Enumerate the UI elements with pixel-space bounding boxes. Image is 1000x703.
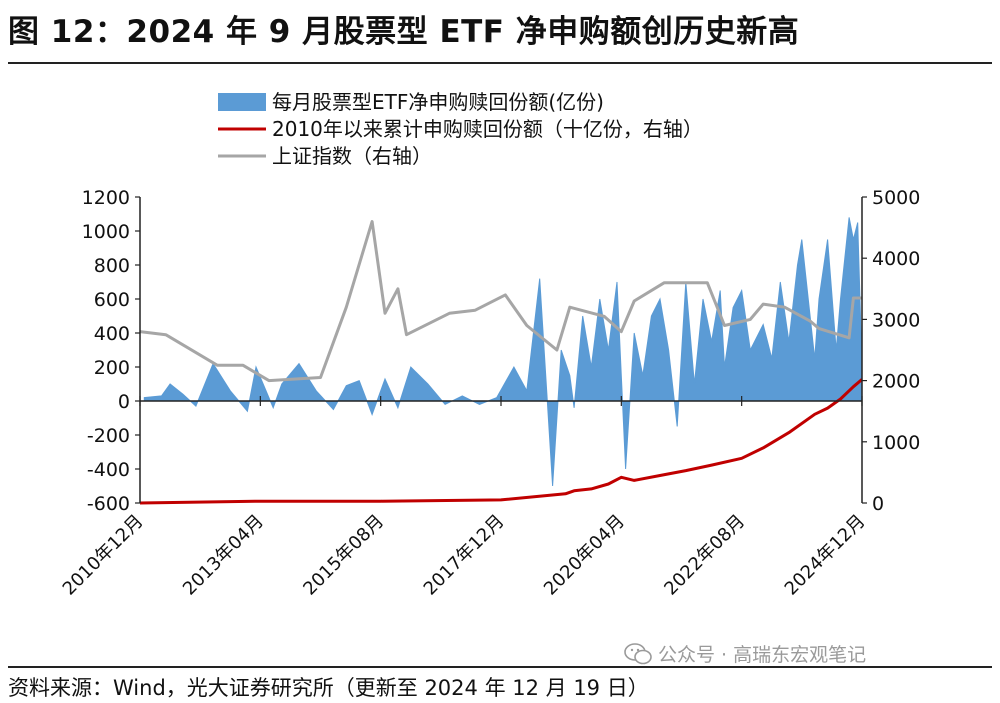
x-tick-label: 2020年04月 [540,511,629,600]
watermark-text: 公众号 · 高瑞东宏观笔记 [658,644,867,666]
x-tick-label: 2017年12月 [420,511,509,600]
legend-label: 每月股票型ETF净申购赎回份额(亿份) [272,90,604,114]
legend-label: 上证指数（右轴） [272,144,432,168]
x-tick-label: 2013年04月 [179,511,268,600]
left-tick-label: 1000 [82,221,130,243]
x-tick-label: 2010年12月 [59,511,148,600]
left-tick-label: -600 [87,493,130,515]
chart-legend: 每月股票型ETF净申购赎回份额(亿份) 2010年以来累计申购赎回份额（十亿份，右… [218,90,703,168]
x-tick-label: 2022年08月 [660,511,749,600]
left-tick-label: 1200 [82,187,130,209]
watermark: 公众号 · 高瑞东宏观笔记 [624,640,866,667]
title-divider [8,62,992,64]
wechat-icon [624,642,652,664]
cumulative-subscription-line [139,378,863,505]
right-tick-label: 4000 [872,248,920,270]
left-tick-label: 200 [94,357,130,379]
left-tick-label: 0 [118,391,130,413]
left-tick-label: 800 [94,255,130,277]
right-tick-label: 5000 [872,187,920,209]
x-tick-label: 2015年08月 [299,511,388,600]
source-divider [8,666,992,668]
right-tick-label: 1000 [872,432,920,454]
line-series-layer [139,220,863,505]
right-tick-label: 3000 [872,309,920,331]
left-tick-label: -400 [87,459,130,481]
left-tick-label: 400 [94,323,130,345]
legend-swatch-flow [218,93,266,111]
right-tick-label: 2000 [872,371,920,393]
legend-label: 2010年以来累计申购赎回份额（十亿份，右轴） [272,117,703,141]
x-tick-label: 2024年12月 [781,511,870,600]
left-tick-label: -200 [87,425,130,447]
monthly-net-subscription-area [143,217,863,487]
bar-series-layer [143,217,863,487]
source-note: 资料来源：Wind，光大证券研究所（更新至 2024 年 12 月 19 日） [8,676,649,700]
shanghai-index-line [139,220,862,383]
right-tick-label: 0 [872,493,884,515]
left-tick-label: 600 [94,289,130,311]
page-title: 图 12：2024 年 9 月股票型 ETF 净申购额创历史新高 [8,14,800,50]
